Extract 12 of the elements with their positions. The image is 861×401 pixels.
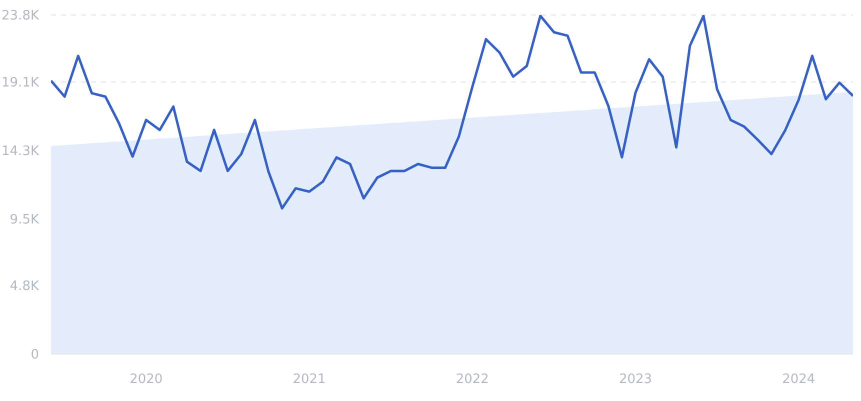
y-tick-label: 19.1K: [2, 76, 40, 91]
x-tick-label: 2022: [456, 372, 489, 388]
line-series: [51, 15, 853, 210]
y-tick-label: 0: [30, 348, 39, 363]
y-tick-label: 14.3K: [2, 144, 40, 159]
x-tick-label: 2021: [292, 372, 326, 388]
y-tick-label: 4.8K: [10, 279, 40, 294]
x-tick-label: 2023: [618, 372, 652, 388]
y-tick-label: 9.5K: [10, 212, 40, 228]
y-tick-label: 23.8K: [2, 8, 40, 24]
x-tick-label: 2024: [782, 372, 816, 388]
x-tick-label: 2020: [130, 372, 163, 388]
